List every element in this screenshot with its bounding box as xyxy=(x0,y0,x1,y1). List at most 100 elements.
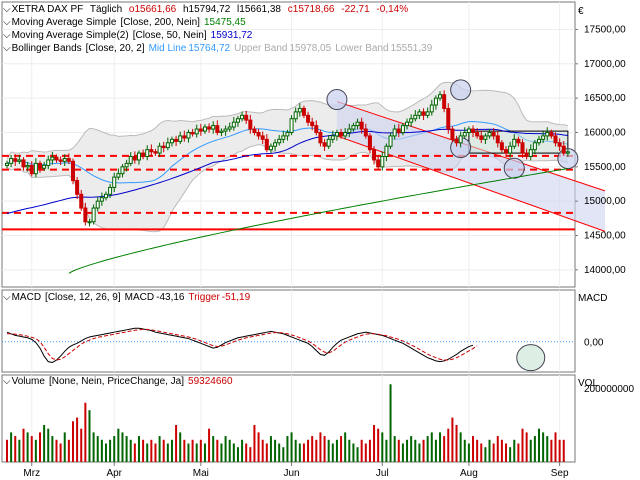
candle-body xyxy=(363,128,368,137)
candle-body xyxy=(29,164,34,175)
price-tick-label: 15500,00 xyxy=(584,162,626,173)
candle-body xyxy=(561,145,566,154)
close-value: 15718,66 xyxy=(292,4,335,15)
candle-body xyxy=(293,111,298,120)
candle-body xyxy=(165,142,170,149)
axes: 14000,00 14500,00 15000,00 15500,00 16000,00… xyxy=(23,6,634,479)
candle-body xyxy=(392,128,397,137)
candle-body xyxy=(252,128,257,133)
candle-body xyxy=(190,131,195,135)
macd-tick-label: 0,00 xyxy=(584,338,604,349)
ma50-icon: ⌵ xyxy=(3,30,11,41)
candle-body xyxy=(169,138,174,144)
candle-body xyxy=(322,142,327,147)
candle-body xyxy=(116,173,121,178)
candle-body xyxy=(537,138,542,144)
candle-body xyxy=(487,131,492,137)
candle-body xyxy=(454,138,459,144)
candle-body xyxy=(396,128,401,133)
candle-body xyxy=(240,114,245,120)
candle-body xyxy=(75,180,80,195)
candle-body xyxy=(425,111,430,116)
candle-body xyxy=(339,131,344,137)
macd-legend: ⌵MACD [Close, 12, 26, 9] MACD -43,16 Trigger… xyxy=(3,292,251,303)
highlight-circle xyxy=(503,157,525,179)
change-value: -22,71 xyxy=(341,4,370,15)
time-tick-label: Mai xyxy=(193,468,209,479)
candle-body xyxy=(355,121,360,127)
candle-body xyxy=(149,149,154,153)
candle-body xyxy=(79,193,84,209)
candle-body xyxy=(557,142,562,147)
candle-body xyxy=(565,151,570,154)
candle-body xyxy=(388,135,393,147)
trend-channel-fill xyxy=(336,101,605,232)
candle-body xyxy=(433,97,438,106)
candle-body xyxy=(351,125,356,130)
volume-axis-title: VOL xyxy=(578,378,598,389)
panel-frames xyxy=(1,1,576,463)
candle-body xyxy=(66,158,71,162)
candle-body xyxy=(541,135,546,140)
candle-body xyxy=(438,94,443,99)
candlesticks xyxy=(5,90,570,227)
macd-line xyxy=(6,327,474,363)
candle-body xyxy=(215,125,220,133)
candle-body xyxy=(524,152,529,158)
candle-body xyxy=(161,145,166,149)
panel-frame-1 xyxy=(1,289,576,373)
volume-icon: ⌵ xyxy=(3,376,11,387)
candle-body xyxy=(334,131,339,137)
candle-body xyxy=(458,135,463,144)
candle-body xyxy=(400,125,405,133)
bollinger-icon: ⌵ xyxy=(3,43,11,54)
candle-body xyxy=(376,159,381,168)
candle-body xyxy=(132,156,137,161)
price-tick-label: 14000,00 xyxy=(584,265,626,276)
candle-body xyxy=(520,142,525,154)
bollinger-legend: ⌵Bollinger Bands [Close, 20, 2] Mid Line 15… xyxy=(3,43,433,54)
ma50-legend: ⌵Moving Average Simple(2) [Close, 50, Nei… xyxy=(3,30,253,41)
time-tick-label: Mrz xyxy=(23,468,40,479)
candle-body xyxy=(466,128,471,133)
ma200-legend: ⌵Moving Average Simple [Close, 200, Nein]… xyxy=(3,17,246,28)
candle-body xyxy=(37,162,42,169)
change-pct: -0,14% xyxy=(376,4,409,15)
candle-body xyxy=(405,121,410,127)
candle-body xyxy=(306,114,311,123)
candle-body xyxy=(471,128,476,133)
candle-body xyxy=(491,131,496,137)
candle-body xyxy=(504,149,509,154)
candle-body xyxy=(244,114,249,121)
candle-body xyxy=(367,135,372,151)
header-row: ⌵XETRA DAX PF Täglich o15661,66 h15794,7… xyxy=(3,4,409,15)
candle-body xyxy=(112,176,117,188)
candle-body xyxy=(42,164,47,169)
currency-label: € xyxy=(578,6,584,17)
macd-icon: ⌵ xyxy=(3,292,11,303)
candle-body xyxy=(198,128,203,132)
price-tick-label: 16000,00 xyxy=(584,127,626,138)
volume-tick-label: 200000000 xyxy=(584,384,634,395)
candle-body xyxy=(25,164,30,168)
candle-body xyxy=(528,149,533,158)
time-tick-label: Aug xyxy=(460,468,478,479)
candle-body xyxy=(545,131,550,137)
interval: Täglich xyxy=(89,4,123,15)
candle-body xyxy=(17,159,22,162)
macd-highlight-circle xyxy=(516,344,546,372)
volume-panel xyxy=(6,384,565,462)
time-tick-label: Jul xyxy=(376,468,389,479)
candle-body xyxy=(50,156,55,161)
candle-body xyxy=(499,142,504,151)
candle-body xyxy=(182,135,187,139)
candle-body xyxy=(91,207,96,223)
candle-body xyxy=(462,131,467,137)
candle-body xyxy=(227,126,232,130)
time-tick-label: Sep xyxy=(551,468,569,479)
candle-body xyxy=(223,128,228,132)
candle-body xyxy=(46,159,51,166)
candle-body xyxy=(260,135,265,140)
instrument-name: XETRA DAX PF xyxy=(11,4,84,15)
